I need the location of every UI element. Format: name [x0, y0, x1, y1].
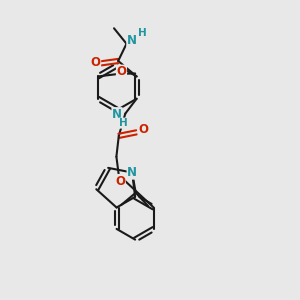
Text: N: N — [112, 108, 122, 121]
Text: O: O — [116, 65, 127, 78]
Text: O: O — [138, 123, 148, 136]
Text: N: N — [127, 34, 137, 47]
Text: H: H — [139, 28, 147, 38]
Text: H: H — [119, 118, 128, 128]
Text: O: O — [115, 175, 125, 188]
Text: O: O — [91, 56, 100, 69]
Text: N: N — [127, 166, 137, 179]
